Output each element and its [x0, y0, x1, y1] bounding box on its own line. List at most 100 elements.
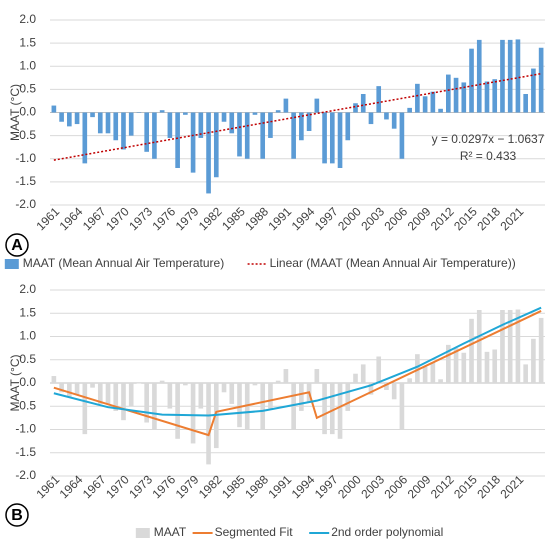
x-tick-label: 1982 — [196, 204, 225, 233]
bar — [291, 383, 296, 430]
bar — [500, 39, 505, 113]
bar — [283, 369, 289, 383]
bar — [152, 383, 157, 430]
bar — [422, 96, 428, 113]
bar — [407, 107, 412, 113]
x-tick-label: 1994 — [289, 472, 318, 501]
bar — [306, 112, 312, 131]
y-tick-label: -1.5 — [15, 174, 36, 188]
x-tick-label: 2021 — [498, 472, 527, 501]
bar — [82, 383, 88, 435]
bar — [97, 383, 103, 404]
bar — [329, 383, 335, 435]
bar — [329, 112, 335, 164]
bar — [175, 383, 180, 439]
y-axis-title: MAAT (°C) — [8, 84, 22, 141]
bar — [384, 383, 389, 390]
bar — [461, 352, 467, 383]
legend-swatch — [135, 528, 150, 538]
x-tick-label: 2003 — [358, 472, 387, 501]
bar — [97, 112, 103, 134]
bar — [105, 112, 111, 134]
bar — [430, 91, 436, 113]
y-tick-label: 0.0 — [19, 105, 36, 119]
bar — [113, 112, 119, 141]
annotation: R² = 0.433 — [460, 149, 517, 163]
x-tick-label: 1970 — [103, 204, 132, 233]
bar — [229, 112, 235, 134]
bar — [59, 383, 64, 393]
x-tick-label: 1997 — [312, 204, 341, 233]
fit-line — [53, 306, 542, 417]
legend-label: MAAT — [154, 525, 187, 539]
x-tick-label: 1997 — [312, 472, 341, 501]
bar — [159, 380, 165, 383]
bar — [461, 82, 467, 113]
y-tick-label: 1.5 — [19, 305, 36, 319]
x-tick-label: 1976 — [149, 204, 178, 233]
bar — [368, 383, 374, 395]
y-tick-label: 1.0 — [19, 58, 36, 72]
bar — [438, 379, 443, 383]
annotation: y = 0.0297x − 1.0637 — [432, 132, 545, 146]
y-tick-label: -1.5 — [15, 445, 36, 459]
bar — [159, 110, 165, 113]
bar — [221, 383, 227, 393]
bar — [500, 309, 505, 383]
x-tick-label: 1967 — [80, 472, 109, 501]
bar — [252, 112, 258, 115]
x-tick-label: 1985 — [219, 472, 248, 501]
bar — [74, 112, 80, 125]
x-tick-label: 1991 — [265, 472, 294, 501]
y-tick-label: 1.0 — [19, 329, 36, 343]
bar — [422, 366, 428, 383]
bar — [113, 383, 119, 411]
panel-badge — [5, 503, 29, 527]
y-tick-label: -1.0 — [15, 151, 36, 165]
bar — [407, 378, 412, 383]
bar — [446, 344, 451, 383]
y-tick-label: -0.5 — [15, 128, 36, 142]
bar — [314, 98, 320, 113]
legend-label: Segmented Fit — [215, 525, 294, 539]
bar — [51, 376, 57, 383]
bar — [322, 383, 327, 435]
bar — [353, 103, 358, 113]
y-tick-label: -0.5 — [15, 398, 36, 412]
legend-label: 2nd order polynomial — [331, 525, 443, 539]
x-tick-label: 2009 — [405, 204, 434, 233]
bar — [67, 112, 72, 127]
x-tick-label: 2009 — [405, 472, 434, 501]
y-tick-label: 0.0 — [19, 375, 36, 389]
bar — [430, 362, 436, 383]
bar — [275, 380, 281, 383]
y-tick-label: -2.0 — [15, 197, 36, 211]
bar — [345, 383, 351, 411]
bar — [376, 356, 382, 383]
bar — [507, 39, 513, 113]
bar — [469, 48, 474, 113]
bar — [438, 108, 443, 113]
y-tick-label: -1.0 — [15, 422, 36, 436]
bar — [90, 112, 95, 118]
bar — [128, 383, 134, 407]
legend-label: MAAT (Mean Annual Air Temperature) — [23, 256, 224, 270]
bar — [376, 86, 382, 113]
panel-badge — [5, 233, 29, 257]
x-tick-label: 2015 — [451, 472, 480, 501]
bar — [90, 383, 95, 388]
bar — [476, 309, 482, 383]
y-axis-title: MAAT (°C) — [8, 354, 22, 411]
bar — [213, 112, 219, 178]
bar — [183, 383, 188, 386]
x-tick-label: 2006 — [381, 204, 410, 233]
y-tick-label: 0.5 — [19, 352, 36, 366]
bar — [538, 47, 544, 113]
bar — [244, 112, 250, 159]
bar — [82, 112, 88, 164]
bar — [136, 112, 142, 113]
bar — [275, 110, 281, 113]
x-tick-label: 1979 — [173, 204, 202, 233]
trend-line — [53, 72, 542, 161]
